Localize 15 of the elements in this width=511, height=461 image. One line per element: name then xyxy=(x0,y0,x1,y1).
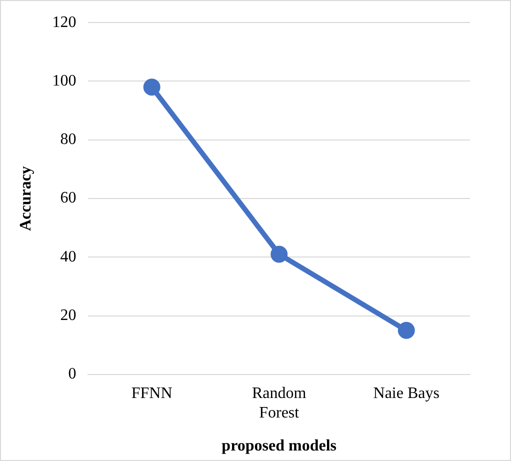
y-tick-label: 100 xyxy=(52,72,76,90)
x-tick-label: Random Forest xyxy=(252,385,307,422)
point xyxy=(398,322,415,339)
y-axis-title: Accuracy xyxy=(18,166,35,231)
y-tick-label: 20 xyxy=(60,306,76,324)
point xyxy=(143,78,160,96)
y-tick-label: 0 xyxy=(68,366,76,383)
y-tick-label: 40 xyxy=(60,248,76,266)
y-tick-label: 80 xyxy=(60,131,76,148)
y-tick-label: 60 xyxy=(60,190,76,207)
point xyxy=(270,246,288,263)
x-tick-label: FFNN xyxy=(131,385,173,402)
y-tick-label: 120 xyxy=(52,14,76,31)
x-axis-title: proposed models xyxy=(222,438,337,455)
x-tick-label: Naie Bays xyxy=(373,385,440,402)
